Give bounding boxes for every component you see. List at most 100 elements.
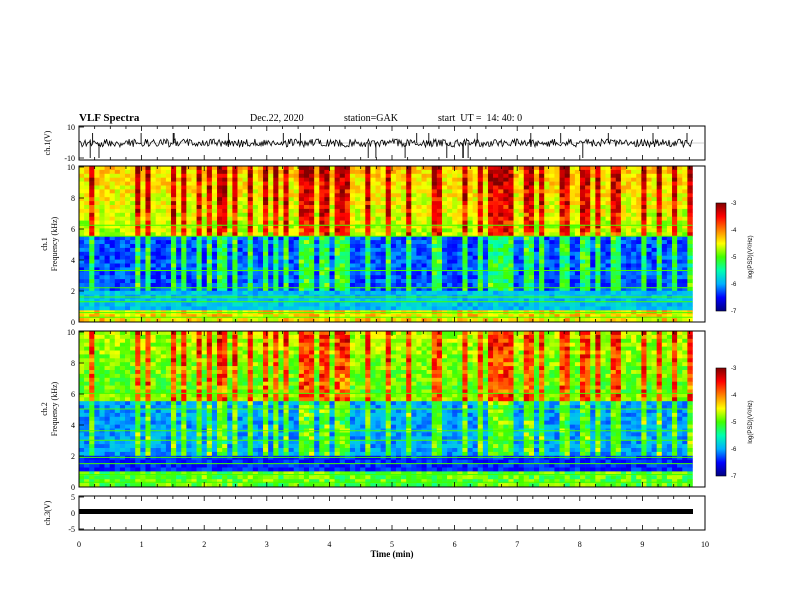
spectrogram-cell	[191, 208, 197, 214]
spectrogram-cell	[472, 259, 479, 264]
spectrogram-cell	[631, 220, 637, 225]
spectrogram-cell	[431, 197, 438, 202]
spectrogram-cell	[135, 236, 141, 241]
spectrogram-cell	[288, 201, 295, 206]
spectrogram-cell	[94, 236, 100, 241]
spectrogram-cell	[324, 279, 330, 284]
spectrogram-cell	[636, 236, 642, 241]
spectrogram-cell	[615, 201, 622, 206]
station-label: station=GAK	[344, 113, 398, 124]
spectrogram-cell	[421, 251, 427, 256]
spectrogram-cell	[232, 177, 238, 182]
spectrogram-cell	[518, 263, 525, 268]
spectrogram-cell	[196, 271, 202, 276]
spectrogram-cell	[595, 255, 601, 260]
spectrogram-cell	[150, 279, 156, 284]
spectrogram-cell	[89, 471, 95, 476]
spectrogram-cell	[263, 244, 269, 249]
spectrogram-cell	[656, 166, 663, 171]
spectrogram-cell	[324, 314, 330, 319]
spectrogram-cell	[145, 173, 151, 178]
spectrogram-cell	[574, 173, 581, 178]
spectrogram-cell	[94, 220, 100, 225]
spectrogram-cell	[145, 232, 151, 237]
spectrogram-cell	[125, 224, 131, 229]
spectrogram-cell	[79, 393, 85, 398]
spectrogram-cell	[150, 286, 156, 292]
spectrogram-cell	[186, 318, 192, 323]
spectrogram-cell	[574, 283, 581, 288]
spectrogram-cell	[406, 275, 412, 280]
spectrogram-cell	[385, 205, 392, 210]
spectrogram-cell	[421, 298, 427, 303]
spectrogram-cell	[191, 314, 197, 319]
spectrogram-cell	[84, 208, 90, 214]
spectrogram-cell	[462, 220, 468, 225]
spectrogram-cell	[303, 279, 310, 284]
spectrogram-cell	[641, 240, 647, 245]
spectrogram-cell	[186, 290, 192, 295]
spectrogram-cell	[656, 185, 663, 190]
spectrogram-cell	[298, 189, 305, 194]
spectrogram-cell	[401, 259, 407, 264]
spectrogram-cell	[145, 201, 151, 206]
spectrogram-cell	[401, 224, 407, 229]
spectrogram-cell	[181, 263, 187, 268]
spectrogram-cell	[160, 247, 167, 253]
spectrogram-cell	[94, 208, 100, 214]
spectrogram-cell	[646, 205, 652, 210]
spectrogram-cell	[523, 212, 530, 217]
spectrogram-cell	[498, 197, 504, 202]
spectrogram-cell	[283, 197, 289, 202]
spectrogram-cell	[539, 197, 545, 202]
spectrogram-cell	[79, 331, 85, 336]
spectrogram-cell	[211, 286, 218, 292]
spectrogram-cell	[401, 232, 407, 237]
spectrogram-cell	[447, 318, 453, 323]
spectrogram-cell	[401, 212, 407, 217]
spectrogram-cell	[411, 263, 417, 268]
spectrogram-cell	[109, 259, 116, 264]
spectrogram-cell	[677, 177, 683, 182]
spectrogram-cell	[104, 247, 110, 253]
spectrogram-cell	[467, 205, 473, 210]
spectrogram-cell	[523, 236, 530, 241]
spectrogram-cell	[349, 189, 356, 194]
spectrogram-cell	[656, 251, 663, 256]
spectrogram-cell	[498, 306, 504, 311]
spectrogram-cell	[79, 373, 85, 379]
spectrogram-cell	[314, 169, 320, 175]
spectrogram-cell	[181, 181, 187, 186]
spectrogram-cell	[559, 275, 565, 280]
spectrogram-cell	[278, 212, 284, 217]
spectrogram-cell	[620, 271, 627, 276]
spectrogram-cell	[242, 263, 248, 268]
spectrogram-cell	[595, 224, 601, 229]
spectrogram-cell	[661, 189, 668, 194]
spectrogram-cell	[339, 244, 346, 249]
spectrogram-cell	[247, 197, 254, 202]
spectrogram-cell	[232, 208, 238, 214]
spectrogram-cell	[554, 255, 560, 260]
spectrogram-cell	[677, 314, 683, 319]
spectrogram-cell	[534, 177, 540, 182]
spectrogram-cell	[605, 279, 611, 284]
spectrogram-cell	[626, 259, 632, 264]
spectrogram-cell	[585, 286, 591, 292]
spectrogram-cell	[375, 318, 381, 323]
spectrogram-cell	[181, 166, 187, 171]
spectrogram-cell	[595, 193, 601, 198]
spectrogram-cell	[528, 271, 535, 276]
ch1-waveform-trace	[78, 137, 693, 149]
spectrogram-cell	[472, 255, 479, 260]
spectrogram-cell	[666, 251, 673, 256]
spectrogram-cell	[114, 189, 121, 194]
spectrogram-cell	[344, 259, 351, 264]
spectrogram-cell	[227, 185, 233, 190]
spectrogram-cell	[293, 228, 300, 233]
spectrogram-cell	[140, 244, 146, 249]
spectrogram-cell	[385, 201, 392, 206]
spectrogram-cell	[580, 244, 586, 249]
spectrogram-cell	[94, 306, 100, 311]
spectrogram-cell	[518, 220, 525, 225]
